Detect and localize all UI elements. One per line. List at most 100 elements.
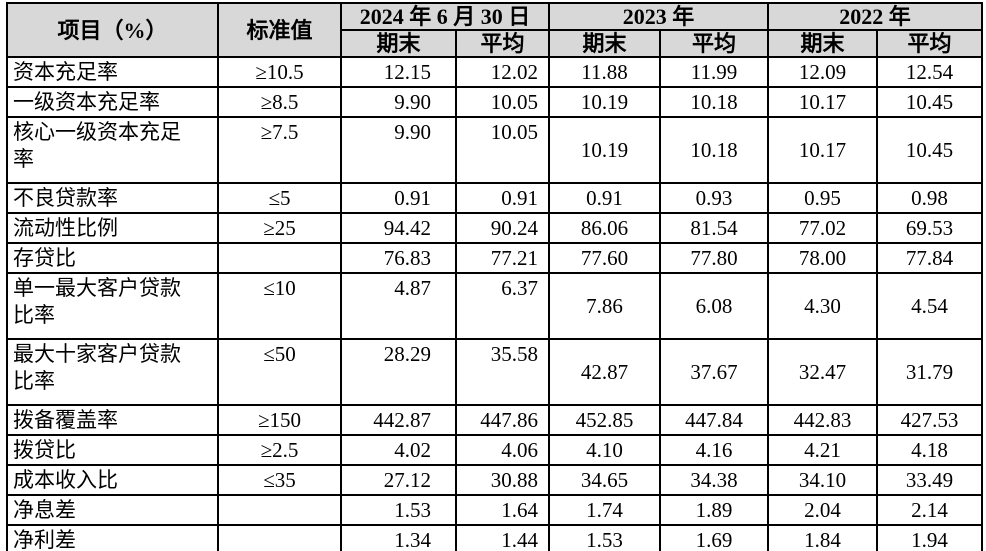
value-cell: 69.53 bbox=[876, 212, 984, 244]
table-row: 流动性比例 ≥25 94.42 90.24 86.06 81.54 77.02 69.53 bbox=[6, 212, 984, 244]
item-cell: 拨备覆盖率 bbox=[6, 404, 219, 436]
value-cell: 1.74 bbox=[548, 494, 662, 526]
value-cell: 0.93 bbox=[659, 182, 770, 214]
item-cell: 净息差 bbox=[6, 494, 219, 526]
table-header: 项目（%） 标准值 2024 年 6 月 30 日 2023 年 2022 年 … bbox=[6, 2, 984, 58]
value-cell: 10.05 bbox=[454, 116, 551, 184]
value-cell: 452.85 bbox=[548, 404, 662, 436]
value-cell: 77.02 bbox=[767, 212, 879, 244]
subheader-2022-average: 平均 bbox=[876, 29, 984, 58]
value-cell: 27.12 bbox=[340, 464, 457, 496]
value-cell: 12.15 bbox=[340, 56, 457, 88]
value-cell: 1.84 bbox=[767, 524, 879, 551]
financial-indicators-table: 项目（%） 标准值 2024 年 6 月 30 日 2023 年 2022 年 … bbox=[6, 2, 984, 551]
value-cell: 1.89 bbox=[659, 494, 770, 526]
header-period-2022: 2022 年 bbox=[767, 2, 984, 31]
value-cell: 35.58 bbox=[454, 338, 551, 406]
value-cell: 0.95 bbox=[767, 182, 879, 214]
item-cell: 不良贷款率 bbox=[6, 182, 219, 214]
value-cell: 90.24 bbox=[454, 212, 551, 244]
value-cell: 10.19 bbox=[548, 86, 662, 118]
value-cell: 4.18 bbox=[876, 434, 984, 466]
subheader-2024-period-end: 期末 bbox=[340, 29, 457, 58]
value-cell: 4.02 bbox=[340, 434, 457, 466]
value-cell: 10.17 bbox=[767, 116, 879, 184]
subheader-2023-period-end: 期末 bbox=[548, 29, 662, 58]
item-cell: 资本充足率 bbox=[6, 56, 219, 88]
table-row: 拨备覆盖率 ≥150 442.87 447.86 452.85 447.84 442.83 4… bbox=[6, 404, 984, 436]
value-cell: 77.84 bbox=[876, 242, 984, 274]
table-row: 核心一级资本充足 率 ≥7.5 9.90 10.05 10.19 10.18 10.17 10… bbox=[6, 116, 984, 184]
value-cell: 10.19 bbox=[548, 116, 662, 184]
value-cell: 4.21 bbox=[767, 434, 879, 466]
value-cell: 1.53 bbox=[340, 494, 457, 526]
value-cell: 10.18 bbox=[659, 86, 770, 118]
value-cell: 10.45 bbox=[876, 116, 984, 184]
item-cell: 存贷比 bbox=[6, 242, 219, 274]
value-cell: 10.18 bbox=[659, 116, 770, 184]
value-cell: 86.06 bbox=[548, 212, 662, 244]
value-cell: 9.90 bbox=[340, 116, 457, 184]
table-row: 存贷比 76.83 77.21 77.60 77.80 78.00 77.84 bbox=[6, 242, 984, 274]
value-cell: 12.02 bbox=[454, 56, 551, 88]
value-cell: 2.04 bbox=[767, 494, 879, 526]
value-cell: 6.08 bbox=[659, 272, 770, 340]
value-cell: 9.90 bbox=[340, 86, 457, 118]
value-cell: 30.88 bbox=[454, 464, 551, 496]
value-cell: 2.14 bbox=[876, 494, 984, 526]
subheader-2023-average: 平均 bbox=[659, 29, 770, 58]
standard-value-cell: ≥150 bbox=[217, 404, 342, 436]
value-cell: 6.37 bbox=[454, 272, 551, 340]
header-row-subcolumns: 期末 平均 期末 平均 期末 平均 bbox=[7, 29, 984, 58]
value-cell: 33.49 bbox=[876, 464, 984, 496]
value-cell: 77.80 bbox=[659, 242, 770, 274]
value-cell: 4.54 bbox=[876, 272, 984, 340]
value-cell: 94.42 bbox=[340, 212, 457, 244]
value-cell: 34.65 bbox=[548, 464, 662, 496]
value-cell: 1.69 bbox=[659, 524, 770, 551]
value-cell: 447.84 bbox=[659, 404, 770, 436]
value-cell: 4.30 bbox=[767, 272, 879, 340]
item-cell: 拨贷比 bbox=[6, 434, 219, 466]
value-cell: 28.29 bbox=[340, 338, 457, 406]
standard-value-cell bbox=[217, 524, 342, 551]
value-cell: 4.10 bbox=[548, 434, 662, 466]
table-row: 资本充足率 ≥10.5 12.15 12.02 11.88 11.99 12.09 12.54 bbox=[6, 56, 984, 88]
standard-value-cell bbox=[217, 494, 342, 526]
value-cell: 442.83 bbox=[767, 404, 879, 436]
value-cell: 4.06 bbox=[454, 434, 551, 466]
header-period-2024: 2024 年 6 月 30 日 bbox=[339, 2, 551, 31]
value-cell: 4.16 bbox=[659, 434, 770, 466]
value-cell: 34.10 bbox=[767, 464, 879, 496]
value-cell: 427.53 bbox=[876, 404, 984, 436]
value-cell: 32.47 bbox=[767, 338, 879, 406]
value-cell: 1.64 bbox=[454, 494, 551, 526]
subheader-2024-average: 平均 bbox=[454, 29, 551, 58]
value-cell: 10.45 bbox=[876, 86, 984, 118]
standard-value-cell: ≥10.5 bbox=[217, 56, 342, 88]
value-cell: 34.38 bbox=[659, 464, 770, 496]
value-cell: 7.86 bbox=[548, 272, 662, 340]
value-cell: 77.21 bbox=[454, 242, 551, 274]
standard-value-cell: ≤50 bbox=[217, 338, 342, 406]
item-cell: 一级资本充足率 bbox=[6, 86, 219, 118]
header-item: 项目（%） bbox=[6, 2, 219, 58]
value-cell: 442.87 bbox=[340, 404, 457, 436]
standard-value-cell bbox=[217, 242, 342, 274]
value-cell: 4.87 bbox=[340, 272, 457, 340]
table-row: 净息差 1.53 1.64 1.74 1.89 2.04 2.14 bbox=[6, 494, 984, 526]
value-cell: 0.91 bbox=[548, 182, 662, 214]
table-row: 不良贷款率 ≤5 0.91 0.91 0.91 0.93 0.95 0.98 bbox=[6, 182, 984, 214]
value-cell: 10.05 bbox=[454, 86, 551, 118]
value-cell: 11.99 bbox=[659, 56, 770, 88]
table-row: 单一最大客户贷款 比率 ≤10 4.87 6.37 7.86 6.08 4.30 4.54 bbox=[6, 272, 984, 340]
header-standard-value: 标准值 bbox=[217, 2, 342, 58]
table-row: 净利差 1.34 1.44 1.53 1.69 1.84 1.94 bbox=[6, 524, 984, 551]
standard-value-cell: ≥7.5 bbox=[217, 116, 342, 184]
item-cell: 核心一级资本充足 率 bbox=[6, 116, 219, 184]
standard-value-cell: ≤35 bbox=[217, 464, 342, 496]
item-cell: 单一最大客户贷款 比率 bbox=[6, 272, 219, 340]
standard-value-cell: ≥8.5 bbox=[217, 86, 342, 118]
value-cell: 12.09 bbox=[767, 56, 879, 88]
value-cell: 81.54 bbox=[659, 212, 770, 244]
